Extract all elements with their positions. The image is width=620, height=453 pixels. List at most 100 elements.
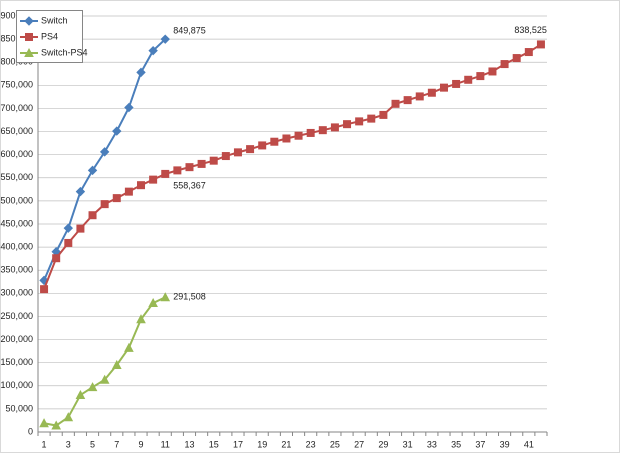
- marker: [427, 88, 436, 97]
- marker: [24, 47, 34, 57]
- data-label: 291,508: [173, 292, 206, 302]
- marker: [318, 126, 327, 135]
- marker: [476, 72, 485, 81]
- marker: [173, 166, 182, 175]
- marker: [415, 92, 424, 101]
- y-tick-label: 250,000: [0, 311, 33, 321]
- y-tick-label: 600,000: [0, 149, 33, 159]
- y-tick-label: 350,000: [0, 265, 33, 275]
- marker: [124, 187, 133, 196]
- data-label: 849,875: [173, 26, 206, 36]
- x-tick-label: 11: [161, 439, 170, 449]
- marker: [136, 67, 146, 78]
- marker: [330, 123, 339, 132]
- marker: [100, 200, 109, 209]
- y-tick-label: 200,000: [0, 334, 33, 344]
- marker: [124, 342, 134, 352]
- marker: [124, 102, 134, 113]
- marker: [112, 126, 122, 136]
- marker: [40, 285, 49, 294]
- marker: [282, 134, 291, 143]
- marker: [75, 389, 86, 400]
- marker: [258, 141, 267, 150]
- marker: [88, 211, 97, 220]
- marker: [197, 159, 206, 168]
- marker: [379, 110, 388, 119]
- y-tick-label: 300,000: [0, 288, 33, 298]
- x-tick-label: 27: [354, 439, 364, 449]
- marker: [343, 120, 352, 129]
- y-tick-label: 750,000: [0, 80, 33, 90]
- marker: [112, 194, 121, 203]
- y-tick-label: 50,000: [5, 403, 33, 413]
- marker: [221, 152, 230, 161]
- legend: Switch PS4 Switch-PS4: [16, 10, 88, 63]
- x-tick-label: 29: [378, 439, 388, 449]
- x-tick-label: 15: [209, 439, 219, 449]
- marker: [464, 75, 473, 84]
- legend-label: Switch: [41, 15, 68, 25]
- x-tick-label: 7: [114, 439, 119, 449]
- marker: [63, 223, 74, 233]
- marker: [111, 359, 122, 369]
- marker: [99, 374, 110, 384]
- marker: [25, 33, 33, 41]
- x-tick-label: 25: [330, 439, 340, 449]
- marker: [24, 16, 34, 26]
- x-tick-label: 13: [184, 439, 194, 449]
- marker: [39, 418, 49, 428]
- marker: [75, 186, 86, 197]
- x-tick-label: 33: [427, 439, 437, 449]
- data-label: 838,525: [514, 25, 547, 35]
- y-tick-label: 0: [28, 426, 33, 436]
- marker: [87, 382, 98, 392]
- x-tick-label: 9: [139, 439, 144, 449]
- marker: [161, 169, 170, 178]
- marker: [185, 163, 194, 172]
- marker: [294, 131, 303, 140]
- x-tick-label: 1: [42, 439, 47, 449]
- marker: [51, 420, 62, 430]
- marker: [76, 224, 85, 233]
- x-tick-label: 41: [524, 439, 534, 449]
- marker: [148, 297, 158, 308]
- marker: [160, 292, 171, 302]
- marker: [99, 147, 110, 157]
- marker: [136, 314, 146, 324]
- y-tick-label: 550,000: [0, 172, 33, 182]
- y-tick-label: 400,000: [0, 241, 33, 251]
- marker: [148, 45, 158, 56]
- marker: [403, 96, 412, 105]
- marker: [52, 254, 61, 263]
- marker: [160, 34, 170, 44]
- marker: [209, 156, 218, 165]
- marker: [488, 67, 497, 76]
- x-tick-label: 31: [403, 439, 413, 449]
- marker: [536, 40, 545, 49]
- marker: [524, 48, 533, 57]
- marker: [355, 117, 364, 126]
- data-label: 558,367: [173, 180, 206, 190]
- x-tick-label: 23: [306, 439, 316, 449]
- marker: [149, 175, 158, 184]
- y-tick-label: 450,000: [0, 218, 33, 228]
- marker: [137, 181, 146, 190]
- y-tick-label: 100,000: [0, 380, 33, 390]
- legend-label: PS4: [41, 31, 58, 41]
- legend-label: Switch-PS4: [41, 47, 88, 57]
- marker: [512, 54, 521, 63]
- x-tick-label: 19: [257, 439, 267, 449]
- x-tick-label: 17: [233, 439, 243, 449]
- x-tick-label: 21: [281, 439, 291, 449]
- x-tick-label: 3: [66, 439, 71, 449]
- marker: [306, 128, 315, 137]
- marker: [391, 99, 400, 108]
- x-tick-label: 39: [500, 439, 510, 449]
- marker: [270, 137, 279, 146]
- marker: [452, 79, 461, 88]
- marker: [246, 145, 255, 154]
- marker: [439, 83, 448, 92]
- marker: [367, 114, 376, 123]
